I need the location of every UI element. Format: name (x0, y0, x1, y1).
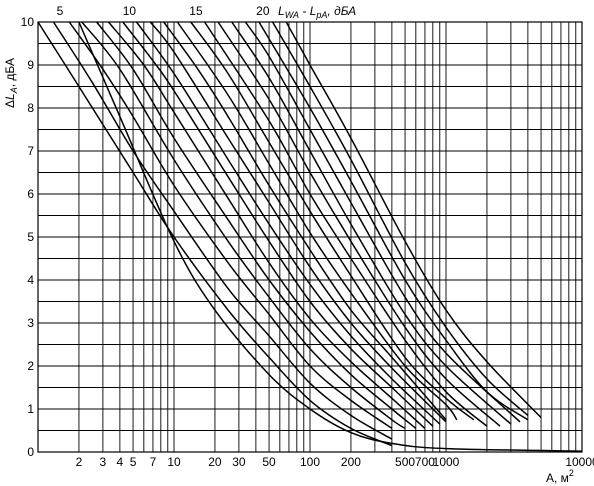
curve-16 (203, 21, 488, 427)
y-tick-labels: 0 1 2 3 4 5 6 7 8 9 10 (21, 15, 35, 459)
x-tick-label: 500 (395, 455, 415, 469)
top-curve-labels: 5 10 15 20 (57, 4, 270, 18)
curve-6 (68, 21, 393, 430)
top-curve-label: 15 (189, 4, 203, 18)
x-tick-label: 4 (117, 455, 124, 469)
x-tick-label: 20 (208, 455, 222, 469)
x-tick-label: 1000 (433, 455, 460, 469)
y-tick-label: 7 (27, 144, 34, 158)
curve-4 (37, 21, 393, 447)
x-tick-label: 10000 (565, 455, 594, 469)
y-tick-label: 3 (27, 316, 34, 330)
x-tick-label: 30 (232, 455, 246, 469)
y-tick-label: 0 (27, 445, 34, 459)
curve-20 (258, 21, 529, 421)
y-tick-label: 5 (27, 230, 34, 244)
curve-22 (285, 21, 542, 419)
x-tick-label: 7 (150, 455, 157, 469)
x-tick-label: 100 (300, 455, 320, 469)
y-tick-label: 4 (27, 273, 34, 287)
y-axis-label: ΔLA, дБА (3, 58, 19, 108)
curve-11 (135, 21, 441, 425)
y-tick-label: 1 (27, 402, 34, 416)
curve-13 (163, 21, 447, 421)
top-curve-label: 10 (123, 4, 137, 18)
x-tick-label: 700 (415, 455, 435, 469)
x-axis-label: А, м2 (546, 468, 574, 485)
curve-5 (52, 21, 393, 440)
curve-14 (176, 21, 458, 421)
curve-8 (96, 21, 417, 429)
curve-17 (217, 21, 501, 427)
curve-15 (190, 21, 475, 421)
x-tick-label: 5 (130, 455, 137, 469)
top-curve-label: 5 (57, 4, 64, 18)
curve-9 (107, 21, 426, 429)
curve-10 (122, 21, 434, 427)
y-tick-label: 6 (27, 187, 34, 201)
curve-21 (271, 21, 529, 416)
curve-low (78, 21, 583, 452)
curve-12 (149, 21, 447, 423)
x-tick-label: 10 (167, 455, 181, 469)
y-tick-label: 10 (21, 15, 35, 29)
y-tick-label: 2 (27, 359, 34, 373)
x-tick-label: 50 (262, 455, 276, 469)
top-curve-label: 20 (256, 4, 270, 18)
x-tick-label: 200 (341, 455, 361, 469)
y-tick-label: 8 (27, 101, 34, 115)
x-tick-label: 2 (76, 455, 83, 469)
curve-18 (231, 21, 512, 425)
curves (37, 21, 583, 452)
y-tick-label: 9 (27, 58, 34, 72)
plot-frame (37, 21, 583, 453)
curve-7 (81, 21, 406, 430)
curve-19 (244, 21, 521, 423)
top-title: LWA - LpA, дБА (278, 4, 356, 20)
x-tick-label: 3 (100, 455, 107, 469)
